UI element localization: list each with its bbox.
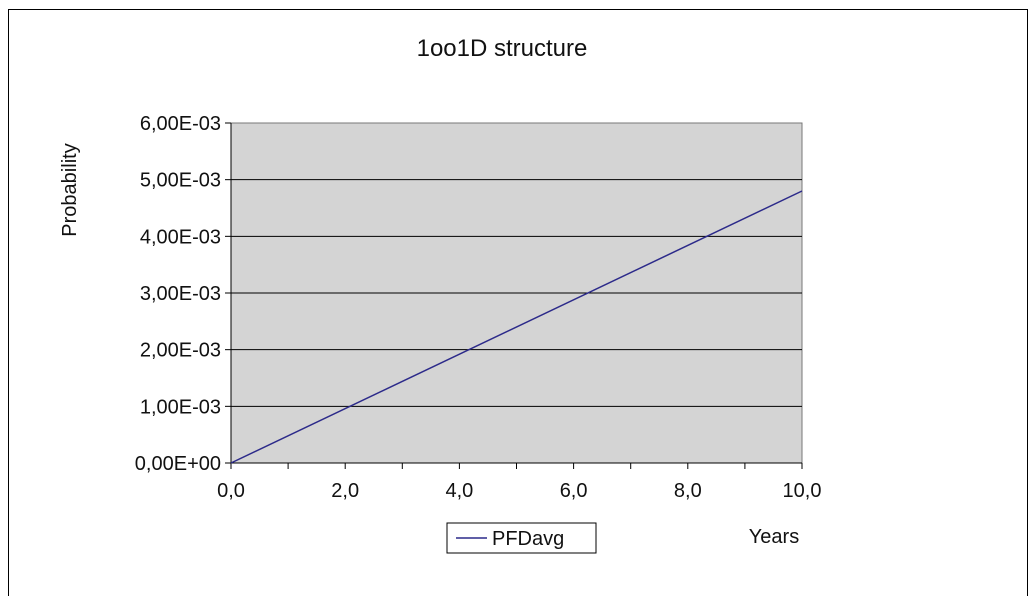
x-tick-label: 8,0 xyxy=(674,480,702,502)
chart-title: 1oo1D structure xyxy=(417,35,588,62)
x-axis-label: Years xyxy=(749,526,799,548)
legend: PFDavg xyxy=(446,522,597,554)
x-tick-label: 6,0 xyxy=(560,480,588,502)
y-tick-label: 1,00E-03 xyxy=(140,396,221,418)
legend-label: PFDavg xyxy=(492,528,564,550)
x-tick-label: 10,0 xyxy=(783,480,822,502)
x-tick-label: 0,0 xyxy=(217,480,245,502)
y-tick-label: 3,00E-03 xyxy=(140,283,221,305)
y-tick-label: 5,00E-03 xyxy=(140,170,221,192)
y-tick-label: 6,00E-03 xyxy=(140,113,221,135)
y-tick-label: 0,00E+00 xyxy=(135,453,221,475)
x-tick-label: 2,0 xyxy=(331,480,359,502)
series-layer xyxy=(230,190,803,464)
y-axis: 0,00E+00 1,00E-03 2,00E-03 3,00E-03 4,00E-03… xyxy=(135,113,232,475)
x-axis: 0,0 2,0 4,0 6,0 8,0 10,0 xyxy=(217,462,822,502)
y-tick-label: 4,00E-03 xyxy=(140,226,221,248)
y-tick-label: 2,00E-03 xyxy=(140,340,221,362)
series-line-pfdavg xyxy=(230,190,803,464)
y-axis-label: Probability xyxy=(59,143,81,236)
x-tick-label: 4,0 xyxy=(445,480,473,502)
chart-frame xyxy=(8,9,1028,596)
